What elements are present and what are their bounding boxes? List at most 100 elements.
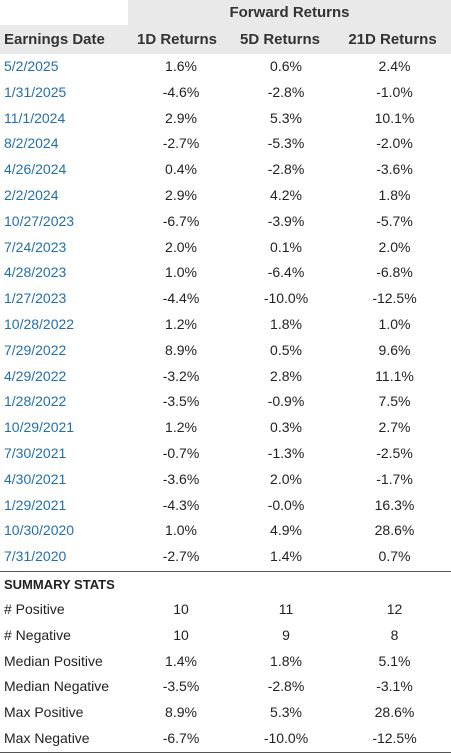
return-5d: 5.3% (270, 109, 302, 126)
earnings-date-link[interactable]: 11/1/2024 (4, 109, 66, 126)
return-21d: 0.7% (378, 548, 411, 565)
summary-1d: -3.5% (162, 678, 200, 695)
earnings-rows: 5/2/2025 1.6% 0.6% 2.4% 1/31/2025 -4.6% -2.8%… (0, 54, 451, 570)
return-21d: -1.7% (376, 470, 413, 487)
return-5d: 2.8% (270, 367, 302, 384)
earnings-date-link[interactable]: 4/28/2023 (4, 264, 67, 281)
return-21d: -6.8% (376, 264, 413, 281)
return-1d: -3.6% (162, 470, 200, 487)
table-row: 1/28/2022 -3.5% -0.9% 7.5% (0, 389, 451, 415)
earnings-date-link[interactable]: 8/2/2024 (4, 135, 59, 152)
summary-row: Max Positive 8.9% 5.3% 28.6% (0, 700, 451, 726)
summary-row: # Positive 10 11 12 (0, 597, 451, 623)
earnings-date-link[interactable]: 1/27/2023 (4, 290, 67, 307)
earnings-date-link[interactable]: 10/29/2021 (4, 419, 75, 436)
table-row: 10/27/2023 -6.7% -3.9% -5.7% (0, 209, 451, 235)
return-21d: -2.5% (376, 444, 413, 461)
summary-label: Max Positive (4, 704, 84, 721)
table-row: 4/29/2022 -3.2% 2.8% 11.1% (0, 364, 451, 390)
return-5d: -2.8% (267, 83, 305, 100)
earnings-date-link[interactable]: 2/2/2024 (4, 186, 59, 203)
summary-1d: 10 (173, 601, 189, 617)
summary-1d: 1.4% (165, 652, 197, 669)
return-5d: 0.3% (270, 419, 302, 436)
earnings-date-link[interactable]: 10/27/2023 (4, 212, 75, 229)
table-row: 10/28/2022 1.2% 1.8% 1.0% (0, 312, 451, 338)
earnings-date-link[interactable]: 1/29/2021 (4, 496, 67, 513)
return-1d: 2.9% (165, 186, 197, 203)
summary-21d: -3.1% (376, 678, 413, 695)
table-row: 4/30/2021 -3.6% 2.0% -1.7% (0, 467, 451, 493)
summary-1d: 8.9% (165, 704, 197, 721)
table-row: 5/2/2025 1.6% 0.6% 2.4% (0, 54, 451, 80)
return-21d: -1.0% (376, 83, 413, 100)
earnings-date-link[interactable]: 4/26/2024 (4, 161, 67, 178)
earnings-date-link[interactable]: 10/30/2020 (4, 522, 75, 539)
column-header-row: Earnings Date 1D Returns 5D Returns 21D … (0, 25, 451, 54)
return-1d: -4.4% (162, 290, 200, 307)
return-5d: -1.3% (267, 444, 305, 461)
summary-row: # Negative 10 9 8 (0, 623, 451, 649)
earnings-date-link[interactable]: 5/2/2025 (4, 58, 59, 74)
summary-1d: 10 (173, 626, 189, 643)
earnings-date-link[interactable]: 7/31/2020 (4, 548, 67, 565)
return-1d: 2.0% (165, 238, 197, 255)
return-5d: 1.8% (270, 315, 302, 332)
bottom-border (0, 752, 451, 753)
summary-row: Median Positive 1.4% 1.8% 5.1% (0, 649, 451, 675)
earnings-date-link[interactable]: 7/29/2022 (4, 341, 67, 358)
summary-21d: 12 (386, 601, 403, 617)
summary-5d: 1.8% (270, 652, 302, 669)
group-header-band (128, 0, 451, 25)
header-21d-returns: 21D Returns (348, 31, 437, 48)
earnings-date-link[interactable]: 4/30/2021 (4, 470, 67, 487)
earnings-date-link[interactable]: 1/28/2022 (4, 393, 67, 410)
return-5d: -0.0% (267, 496, 305, 513)
return-5d: -2.8% (267, 161, 305, 178)
return-1d: -4.3% (162, 496, 200, 513)
earnings-date-link[interactable]: 4/29/2022 (4, 367, 67, 384)
return-21d: 9.6% (378, 341, 411, 358)
summary-5d: 11 (278, 601, 294, 617)
earnings-date-link[interactable]: 7/30/2021 (4, 444, 67, 461)
return-5d: 0.5% (270, 341, 302, 358)
return-21d: -2.0% (376, 135, 413, 152)
table-row: 11/1/2024 2.9% 5.3% 10.1% (0, 106, 451, 132)
return-1d: 1.6% (165, 58, 197, 74)
return-1d: -6.7% (162, 212, 200, 229)
return-1d: 0.4% (165, 161, 197, 178)
return-21d: 7.5% (378, 393, 411, 410)
earnings-date-link[interactable]: 10/28/2022 (4, 315, 75, 332)
return-1d: -3.5% (162, 393, 200, 410)
return-1d: 1.2% (165, 419, 197, 436)
return-5d: 0.1% (270, 238, 302, 255)
table-row: 1/29/2021 -4.3% -0.0% 16.3% (0, 493, 451, 519)
table-row: 7/29/2022 8.9% 0.5% 9.6% (0, 338, 451, 364)
return-1d: -4.6% (162, 83, 200, 100)
return-1d: 1.2% (165, 315, 197, 332)
summary-row: Max Negative -6.7% -10.0% -12.5% (0, 726, 451, 752)
table-row: 1/31/2025 -4.6% -2.8% -1.0% (0, 80, 451, 106)
table-row: 2/2/2024 2.9% 4.2% 1.8% (0, 183, 451, 209)
table-row: 4/28/2023 1.0% -6.4% -6.8% (0, 260, 451, 286)
summary-stats-title: SUMMARY STATS (4, 577, 115, 592)
summary-label: # Positive (4, 601, 65, 617)
return-1d: -3.2% (162, 367, 200, 384)
return-5d: -10.0% (263, 290, 309, 307)
summary-stats-rows: # Positive 10 11 12 # Negative 10 9 8 Median P… (0, 597, 451, 752)
earnings-date-link[interactable]: 7/24/2023 (4, 238, 67, 255)
summary-5d: 5.3% (270, 704, 302, 721)
return-21d: -12.5% (372, 290, 417, 307)
return-5d: -3.9% (267, 212, 305, 229)
summary-5d: -2.8% (267, 678, 305, 695)
return-1d: -2.7% (162, 135, 200, 152)
return-1d: 8.9% (165, 341, 197, 358)
earnings-date-link[interactable]: 1/31/2025 (4, 83, 67, 100)
return-1d: -0.7% (162, 444, 200, 461)
header-1d-returns: 1D Returns (136, 31, 218, 48)
summary-5d: 9 (282, 626, 290, 643)
table-row: 1/27/2023 -4.4% -10.0% -12.5% (0, 286, 451, 312)
table-row: 7/31/2020 -2.7% 1.4% 0.7% (0, 544, 451, 570)
table-row: 10/29/2021 1.2% 0.3% 2.7% (0, 415, 451, 441)
